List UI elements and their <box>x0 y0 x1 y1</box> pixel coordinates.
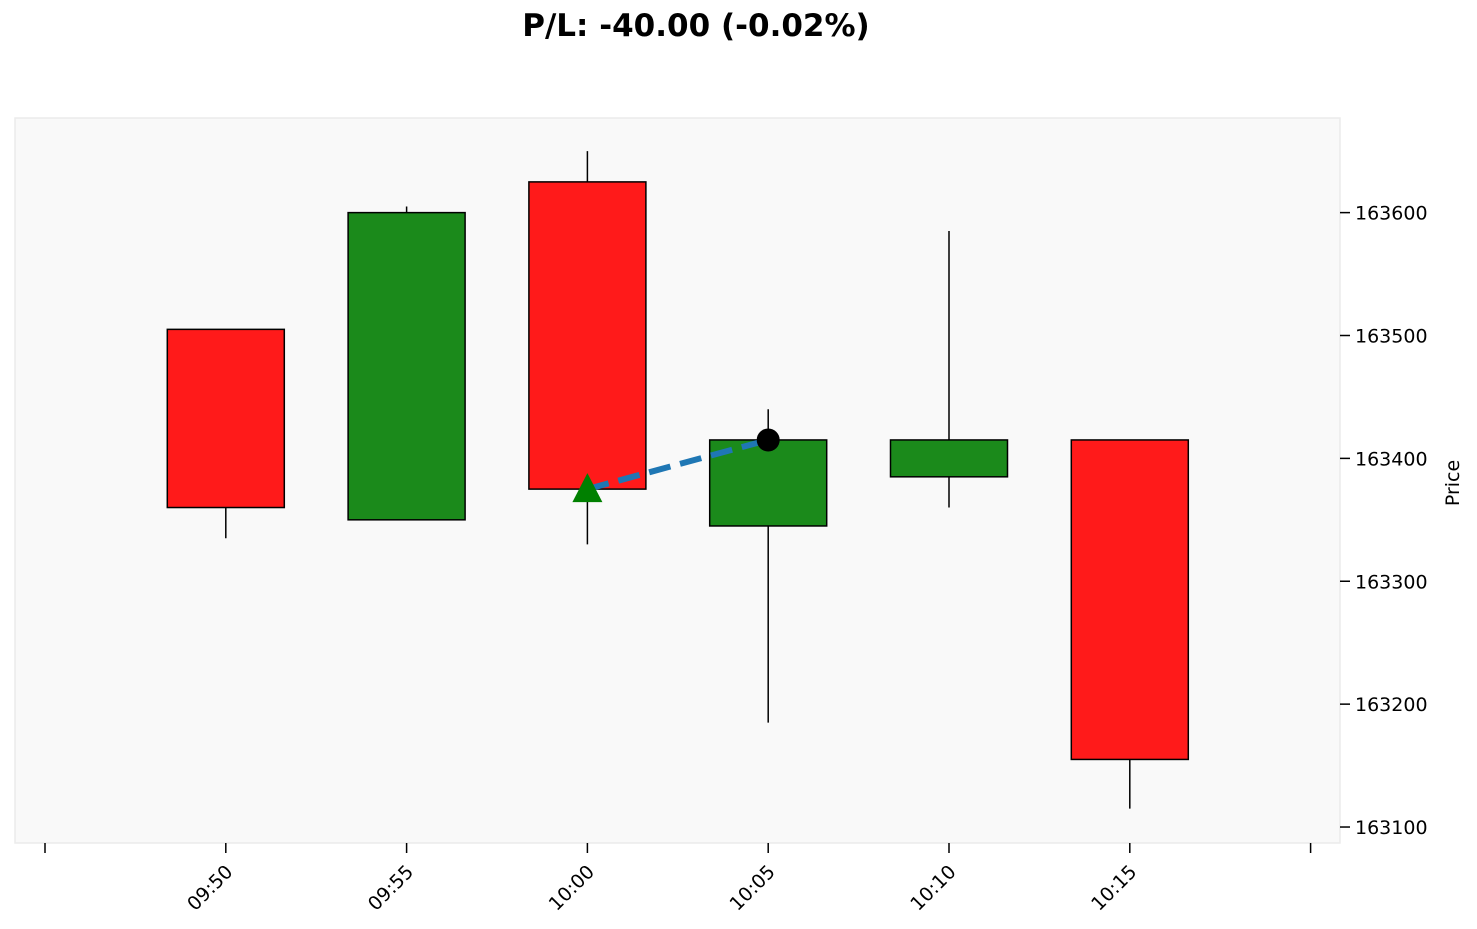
y-axis: 163100 163200 163300 163400 163500 163600 <box>1340 203 1428 839</box>
x-tick-label: 10:10 <box>906 861 960 915</box>
x-tick-label: 10:15 <box>1087 861 1141 915</box>
exit-marker <box>756 428 780 452</box>
x-tick-label: 10:00 <box>545 861 599 915</box>
chart-title: P/L: -40.00 (-0.02%) <box>522 8 870 44</box>
x-tick-label: 09:50 <box>183 861 237 915</box>
x-tick-label: 09:55 <box>364 861 418 915</box>
entry-marker <box>572 473 603 503</box>
x-axis: 09:50 09:55 10:00 10:05 10:10 10:15 <box>44 843 1312 915</box>
y-tick-label: 163400 <box>1355 448 1428 470</box>
trade-overlay <box>572 428 780 503</box>
y-axis-label: Price <box>1442 460 1464 506</box>
y-tick-label: 163300 <box>1355 571 1428 593</box>
y-tick-label: 163100 <box>1355 817 1428 839</box>
candle-body <box>347 211 466 521</box>
candle-body <box>889 439 1009 478</box>
y-tick-label: 163600 <box>1355 203 1428 225</box>
candle-body <box>1070 439 1190 761</box>
y-tick-label: 163200 <box>1355 694 1428 716</box>
candle-body <box>166 328 286 509</box>
y-tick-label: 163500 <box>1355 326 1428 348</box>
candles <box>166 151 1190 809</box>
x-tick-label: 10:05 <box>725 861 779 915</box>
candle-body <box>708 439 828 527</box>
candle-body <box>528 181 647 490</box>
